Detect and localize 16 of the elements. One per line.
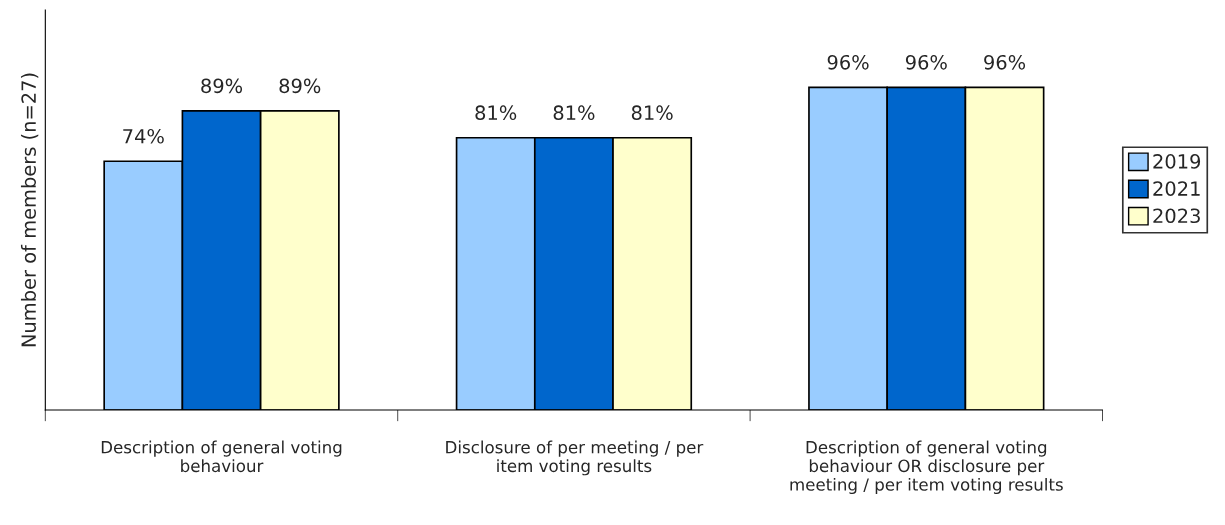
x-tick-label: Description of general voting behaviour OR disclosure per meeting / per item voting results <box>790 440 1063 495</box>
data-label: 81% <box>475 105 517 121</box>
legend-label: 2019 <box>1153 154 1201 169</box>
legend-label: 2021 <box>1153 181 1200 196</box>
data-label: 96% <box>905 54 947 70</box>
y-axis-title: Number of members (n=27) <box>20 73 39 347</box>
data-label: 96% <box>827 54 869 70</box>
data-label: 81% <box>553 105 595 121</box>
x-tick-label: Disclosure of per meeting / per item voting results <box>446 440 704 476</box>
x-tick-label: Description of general voting behaviour <box>101 440 342 473</box>
data-label: 89% <box>279 78 321 94</box>
data-label: 96% <box>984 54 1026 70</box>
legend-label: 2023 <box>1153 208 1200 224</box>
data-label: 89% <box>201 78 243 94</box>
data-label: 74% <box>123 128 164 144</box>
data-label: 81% <box>631 105 673 121</box>
